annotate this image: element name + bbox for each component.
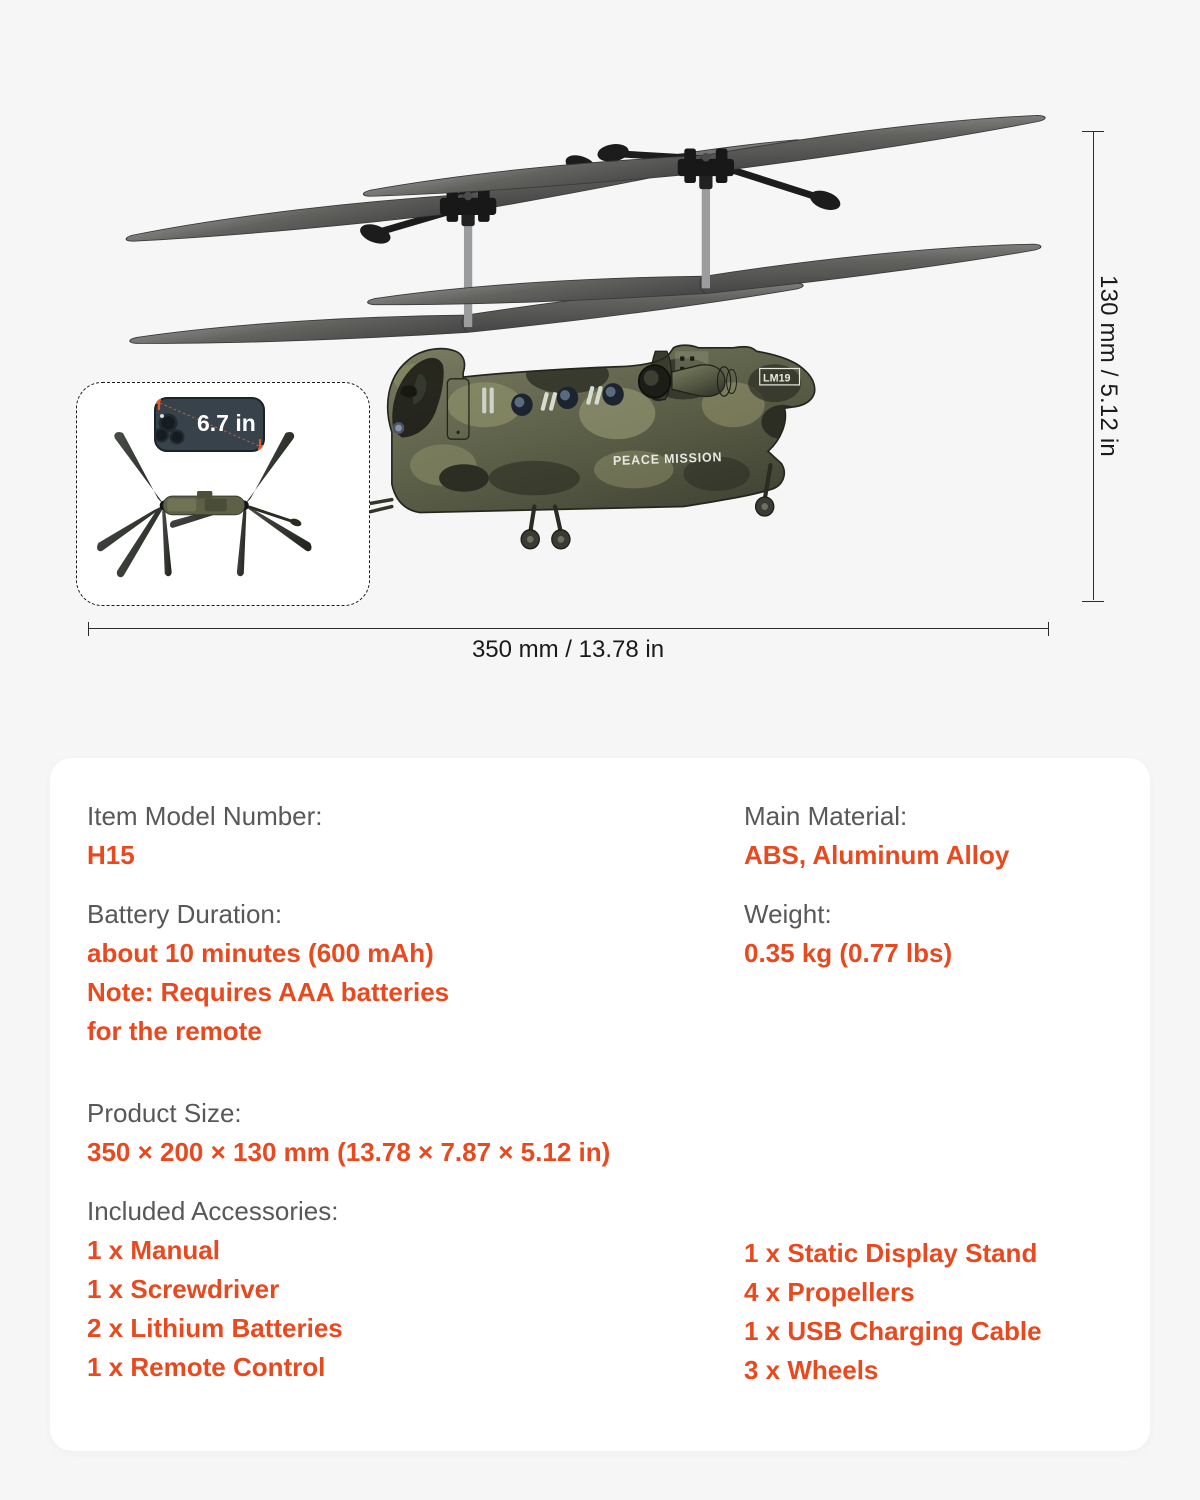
svg-text:6.7 in: 6.7 in bbox=[197, 410, 256, 436]
svg-text:LM19: LM19 bbox=[763, 372, 791, 384]
